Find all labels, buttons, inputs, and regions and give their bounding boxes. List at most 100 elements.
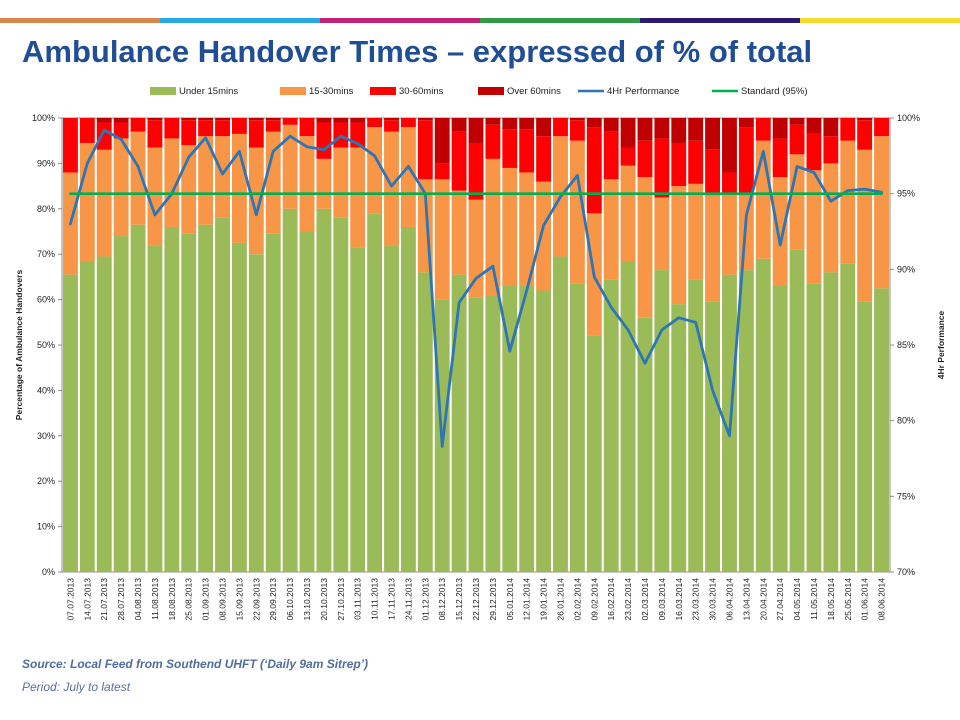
bar-15-30mins <box>316 158 332 209</box>
bar-30-60mins <box>519 129 535 173</box>
source-note: Source: Local Feed from Southend UHFT (‘… <box>22 657 369 671</box>
bar-under-15mins <box>637 317 653 572</box>
bar-30-60mins <box>857 120 873 150</box>
y-tick-label: 100% <box>32 113 55 123</box>
bar-under-15mins <box>654 270 670 572</box>
bar-15-30mins <box>603 179 619 280</box>
chart-axes: 0% 10% 20% 30% 40% 50% 60% 70% 80% 90% 100% 70% 75% 8… <box>32 113 920 621</box>
bar-under-15mins <box>772 285 788 572</box>
y2-tick-label: 75% <box>897 491 915 501</box>
bar-15-30mins <box>823 163 839 273</box>
bar-30-60mins <box>569 120 585 141</box>
y-tick-label: 60% <box>37 295 55 305</box>
x-tick-label: 24.11.2013 <box>403 578 413 620</box>
legend-swatch-30-60mins <box>370 87 396 95</box>
stripe-segment <box>480 18 640 23</box>
bar-30-60mins <box>265 120 281 132</box>
bar-15-30mins <box>654 197 670 271</box>
bar-over-60mins <box>502 118 518 130</box>
bar-15-30mins <box>113 138 129 237</box>
x-tick-label: 20.04.2014 <box>758 578 768 621</box>
bar-15-30mins <box>468 199 484 298</box>
bar-under-15mins <box>502 285 518 572</box>
x-tick-label: 18.05.2014 <box>826 578 836 621</box>
bar-under-15mins <box>164 226 180 572</box>
bar-under-15mins <box>553 256 568 572</box>
bar-15-30mins <box>519 172 535 286</box>
bar-15-30mins <box>620 165 636 262</box>
legend-swatch-under-15mins <box>150 87 176 95</box>
bar-under-15mins <box>63 274 78 572</box>
bar-30-60mins <box>113 122 129 139</box>
x-tick-label: 08.09.2013 <box>218 578 228 621</box>
y-tick-label: 20% <box>37 476 55 486</box>
bar-15-30mins <box>282 124 298 209</box>
x-tick-label: 23.02.2014 <box>623 578 633 621</box>
bar-under-15mins <box>384 245 399 572</box>
bar-30-60mins <box>215 120 230 137</box>
y2-tick-label: 95% <box>897 189 915 199</box>
x-tick-label: 01.12.2013 <box>420 578 430 621</box>
chart-bars <box>63 118 889 573</box>
bar-30-60mins <box>553 118 568 137</box>
legend-label-30-60mins: 30-60mins <box>399 86 444 97</box>
bar-30-60mins <box>840 118 856 141</box>
bar-15-30mins <box>637 177 653 318</box>
bar-30-60mins <box>654 138 670 198</box>
bar-over-60mins <box>569 118 585 121</box>
y2-axis-label: 4Hr Performance <box>936 310 946 379</box>
bar-15-30mins <box>265 131 281 234</box>
bar-30-60mins <box>823 136 839 164</box>
stripe-segment <box>640 18 800 23</box>
x-tick-label: 05.01.2014 <box>505 578 515 621</box>
x-tick-label: 13.10.2013 <box>302 578 312 621</box>
bar-30-60mins <box>367 118 383 128</box>
bar-over-60mins <box>113 118 129 123</box>
x-tick-label: 12.01.2014 <box>522 578 532 621</box>
bar-under-15mins <box>299 231 315 572</box>
x-tick-label: 17.11.2013 <box>387 578 397 620</box>
bar-over-60mins <box>248 118 264 121</box>
bar-15-30mins <box>772 177 788 286</box>
stripe-segment <box>0 18 160 23</box>
bar-30-60mins <box>874 118 889 137</box>
bar-under-15mins <box>874 288 889 572</box>
bar-over-60mins <box>417 118 433 121</box>
y2-tick-label: 100% <box>897 113 920 123</box>
bar-over-60mins <box>738 118 754 128</box>
x-tick-label: 01.09.2013 <box>201 578 211 621</box>
bar-30-60mins <box>316 122 332 159</box>
legend-swatch-15-30mins <box>280 87 306 95</box>
bar-30-60mins <box>705 149 721 196</box>
bar-over-60mins <box>265 118 281 121</box>
bar-15-30mins <box>367 127 383 214</box>
bar-30-60mins <box>603 131 619 180</box>
x-tick-label: 30.03.2014 <box>708 578 718 621</box>
x-tick-label: 28.07.2013 <box>116 578 126 621</box>
x-tick-label: 01.06.2014 <box>860 578 870 621</box>
period-note: Period: July to latest <box>22 680 131 694</box>
bar-over-60mins <box>198 118 214 121</box>
y-tick-label: 10% <box>37 522 55 532</box>
bar-15-30mins <box>434 179 450 300</box>
x-tick-label: 16.02.2014 <box>606 578 616 621</box>
bar-under-15mins <box>350 247 366 572</box>
x-tick-label: 19.01.2014 <box>539 578 549 621</box>
bar-15-30mins <box>215 136 230 218</box>
x-tick-label: 11.08.2013 <box>150 578 160 620</box>
line-4hr-performance <box>69 128 883 448</box>
bar-30-60mins <box>688 140 704 184</box>
bar-under-15mins <box>231 242 247 572</box>
x-tick-label: 27.10.2013 <box>336 578 346 621</box>
bar-30-60mins <box>755 118 771 141</box>
bar-under-15mins <box>333 217 349 572</box>
bar-over-60mins <box>468 118 484 143</box>
bar-under-15mins <box>671 304 687 572</box>
x-tick-label: 11.05.2014 <box>809 578 819 620</box>
bar-30-60mins <box>468 142 484 200</box>
bar-15-30mins <box>536 181 552 291</box>
bar-30-60mins <box>299 118 315 137</box>
bar-over-60mins <box>688 118 704 141</box>
bar-30-60mins <box>400 118 416 128</box>
bar-15-30mins <box>96 149 112 257</box>
